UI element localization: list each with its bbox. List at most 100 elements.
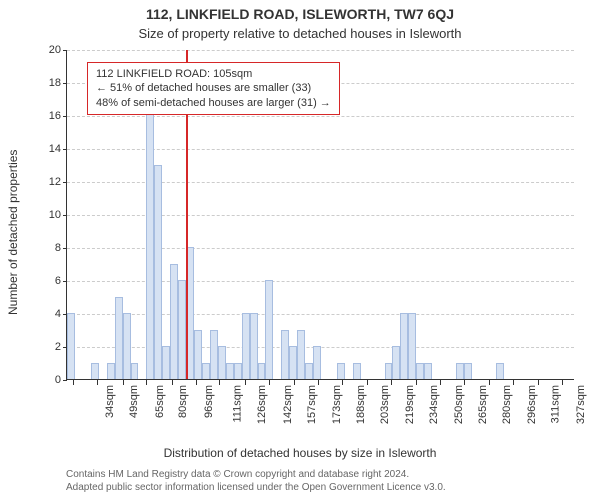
x-tick-label: 203sqm bbox=[379, 385, 391, 424]
histogram-bar bbox=[392, 346, 400, 379]
x-tick bbox=[294, 379, 295, 385]
histogram-bar bbox=[178, 280, 186, 379]
histogram-bar bbox=[170, 264, 178, 380]
histogram-bar bbox=[408, 313, 416, 379]
plot-area: 112 LINKFIELD ROAD: 105sqm ← 51% of deta… bbox=[66, 50, 574, 380]
histogram-bar bbox=[123, 313, 131, 379]
x-tick-label: 327sqm bbox=[576, 385, 588, 424]
histogram-bar bbox=[496, 363, 504, 380]
x-tick-label: 280sqm bbox=[501, 385, 513, 424]
histogram-bar bbox=[210, 330, 218, 380]
x-tick-label: 250sqm bbox=[453, 385, 465, 424]
x-tick bbox=[416, 379, 417, 385]
histogram-bar bbox=[385, 363, 393, 380]
x-tick-label: 173sqm bbox=[331, 385, 343, 424]
histogram-bar bbox=[313, 346, 321, 379]
y-tick-label: 8 bbox=[55, 242, 67, 254]
histogram-bar bbox=[162, 346, 170, 379]
x-tick-label: 219sqm bbox=[404, 385, 416, 424]
x-tick-label: 142sqm bbox=[282, 385, 294, 424]
x-tick-label: 234sqm bbox=[428, 385, 440, 424]
x-tick bbox=[489, 379, 490, 385]
attribution-line-1: Contains HM Land Registry data © Crown c… bbox=[66, 469, 446, 482]
x-tick bbox=[464, 379, 465, 385]
x-tick bbox=[538, 379, 539, 385]
histogram-bar bbox=[131, 363, 139, 380]
callout-line-3: 48% of semi-detached houses are larger (… bbox=[96, 96, 331, 110]
histogram-bar bbox=[242, 313, 250, 379]
y-tick-label: 18 bbox=[49, 77, 67, 89]
y-axis-label: Number of detached properties bbox=[6, 150, 20, 315]
histogram-bar bbox=[289, 346, 297, 379]
histogram-bar bbox=[218, 346, 226, 379]
x-tick bbox=[391, 379, 392, 385]
y-tick-label: 0 bbox=[55, 374, 67, 386]
y-tick-label: 12 bbox=[49, 176, 67, 188]
y-tick-label: 10 bbox=[49, 209, 67, 221]
gridline bbox=[67, 314, 574, 315]
attribution-text: Contains HM Land Registry data © Crown c… bbox=[66, 469, 446, 494]
histogram-bar bbox=[424, 363, 432, 380]
x-tick-label: 65sqm bbox=[154, 385, 166, 418]
gridline bbox=[67, 50, 574, 51]
y-tick-label: 4 bbox=[55, 308, 67, 320]
y-tick-label: 20 bbox=[49, 44, 67, 56]
x-tick bbox=[146, 379, 147, 385]
histogram-bar bbox=[250, 313, 258, 379]
x-tick bbox=[97, 379, 98, 385]
histogram-bar bbox=[337, 363, 345, 380]
x-axis-label: Distribution of detached houses by size … bbox=[0, 446, 600, 460]
histogram-bar bbox=[91, 363, 99, 380]
gridline bbox=[67, 248, 574, 249]
y-tick-label: 14 bbox=[49, 143, 67, 155]
x-tick bbox=[318, 379, 319, 385]
y-tick-label: 16 bbox=[49, 110, 67, 122]
callout-box: 112 LINKFIELD ROAD: 105sqm ← 51% of deta… bbox=[87, 62, 340, 115]
histogram-bar bbox=[297, 330, 305, 380]
histogram-bar bbox=[154, 165, 162, 380]
x-tick-label: 34sqm bbox=[104, 385, 116, 418]
histogram-bar bbox=[400, 313, 408, 379]
x-tick-label: 157sqm bbox=[306, 385, 318, 424]
histogram-bar bbox=[107, 363, 115, 380]
gridline bbox=[67, 149, 574, 150]
histogram-bar bbox=[456, 363, 464, 380]
histogram-bar bbox=[226, 363, 234, 380]
y-tick-label: 2 bbox=[55, 341, 67, 353]
callout-line-1: 112 LINKFIELD ROAD: 105sqm bbox=[96, 67, 331, 81]
x-tick bbox=[440, 379, 441, 385]
histogram-bar bbox=[67, 313, 75, 379]
histogram-bar bbox=[305, 363, 313, 380]
x-tick-label: 126sqm bbox=[257, 385, 269, 424]
histogram-bar bbox=[464, 363, 472, 380]
histogram-bar bbox=[416, 363, 424, 380]
x-tick bbox=[219, 379, 220, 385]
x-tick bbox=[245, 379, 246, 385]
x-tick bbox=[342, 379, 343, 385]
attribution-line-2: Adapted public sector information licens… bbox=[66, 482, 446, 495]
chart-container: 112, LINKFIELD ROAD, ISLEWORTH, TW7 6QJ … bbox=[0, 0, 600, 500]
x-tick bbox=[172, 379, 173, 385]
histogram-bar bbox=[194, 330, 202, 380]
x-tick bbox=[367, 379, 368, 385]
y-tick-label: 6 bbox=[55, 275, 67, 287]
histogram-bar bbox=[146, 99, 154, 380]
gridline bbox=[67, 281, 574, 282]
x-tick-label: 311sqm bbox=[549, 385, 561, 423]
histogram-bar bbox=[353, 363, 361, 380]
x-tick-label: 265sqm bbox=[477, 385, 489, 424]
x-tick bbox=[73, 379, 74, 385]
x-tick-label: 188sqm bbox=[355, 385, 367, 424]
histogram-bar bbox=[265, 280, 273, 379]
x-tick bbox=[196, 379, 197, 385]
x-tick bbox=[269, 379, 270, 385]
x-tick-label: 80sqm bbox=[177, 385, 189, 418]
x-tick bbox=[513, 379, 514, 385]
histogram-bar bbox=[258, 363, 266, 380]
gridline bbox=[67, 116, 574, 117]
callout-line-2: ← 51% of detached houses are smaller (33… bbox=[96, 81, 331, 95]
gridline bbox=[67, 182, 574, 183]
x-tick-label: 111sqm bbox=[231, 385, 243, 423]
x-tick-label: 296sqm bbox=[526, 385, 538, 424]
histogram-bar bbox=[281, 330, 289, 380]
